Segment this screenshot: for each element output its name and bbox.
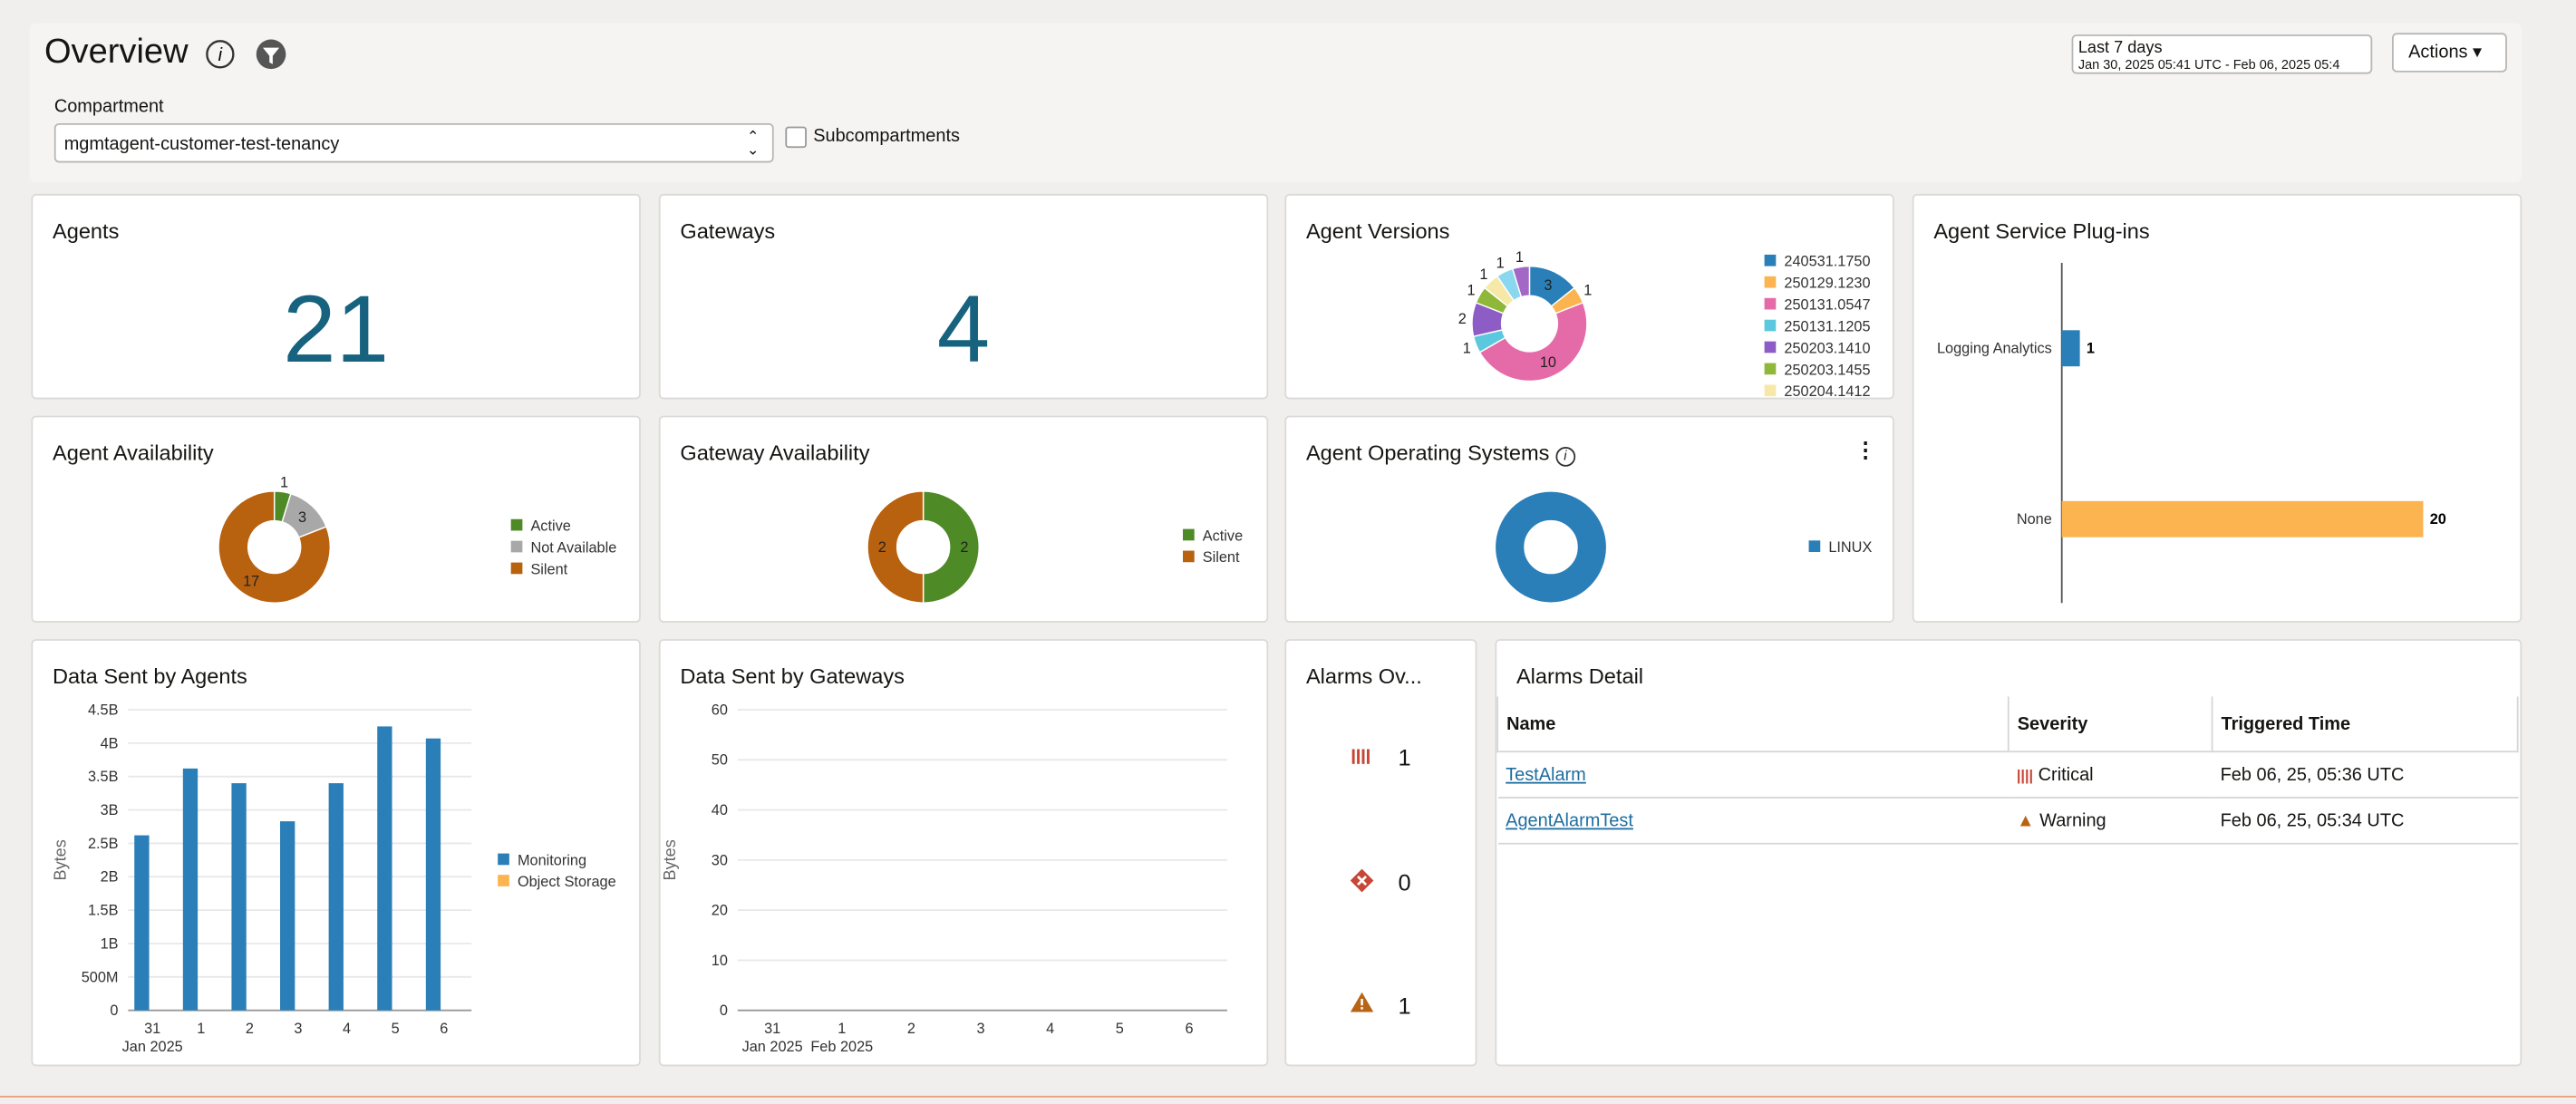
- card-title: Data Sent by Agents: [53, 663, 247, 688]
- header-row: NameSeverityTriggered Time: [1497, 697, 2518, 752]
- time-range-select[interactable]: Last 7 days Jan 30, 2025 05:41 UTC - Feb…: [2072, 34, 2373, 74]
- time-range: Last 7 days: [2078, 40, 2163, 58]
- critical-count: 1: [1398, 744, 1410, 770]
- header-icons[interactable]: i: [204, 38, 289, 74]
- compartment-value: mgmtagent-customer-test-tenancy: [64, 135, 340, 155]
- plugins-card: Agent Service Plug-ins: [1913, 194, 2522, 623]
- card-title: Agent Versions: [1306, 218, 1450, 243]
- agents-card: Agents 21: [31, 194, 640, 400]
- card-title: Agents: [53, 218, 119, 243]
- card-title: Gateway Availability: [680, 441, 869, 465]
- card-title: Gateways: [680, 218, 775, 243]
- gateways-card: Gateways 4: [659, 194, 1268, 400]
- card-title: Agent Availability: [53, 441, 214, 465]
- warning-count: 1: [1398, 993, 1410, 1019]
- gateways-count: 4: [661, 275, 1267, 384]
- time: Feb 06, 25, 05:36 UTC: [2213, 751, 2518, 798]
- gateway-availability-card: Gateway Availability: [659, 416, 1268, 623]
- time: Feb 06, 25, 05:34 UTC: [2213, 798, 2518, 844]
- card-title: Alarms Ov...: [1306, 663, 1422, 688]
- severity: Warning: [2039, 810, 2106, 830]
- actions-label: Actions: [2408, 43, 2467, 63]
- warning-icon: ▲: [2017, 810, 2035, 830]
- gateway-data-card: Data Sent by Gateways: [659, 639, 1268, 1066]
- os-title: Agent Operating Systems: [1306, 441, 1550, 465]
- alarms-overview-card: Alarms Ov... 1 0 1: [1284, 639, 1477, 1066]
- alarm-link[interactable]: AgentAlarmTest: [1506, 810, 1633, 830]
- menu-icon[interactable]: ⋮: [1855, 437, 1876, 463]
- alarms-table: NameSeverityTriggered Time TestAlarm ||||…: [1496, 697, 2518, 845]
- compartment-select[interactable]: mgmtagent-customer-test-tenancy ⌃⌄: [54, 123, 774, 163]
- alarm-link[interactable]: TestAlarm: [1506, 765, 1586, 785]
- os-card: Agent Operating Systems i ⋮: [1284, 416, 1893, 623]
- compartment-label: Compartment: [54, 97, 164, 117]
- info-icon[interactable]: i: [1555, 447, 1575, 467]
- agents-count: 21: [33, 275, 639, 384]
- versions-card: Agent Versions: [1284, 194, 1893, 400]
- card-title: Data Sent by Gateways: [680, 663, 905, 688]
- checkbox[interactable]: [785, 127, 807, 149]
- severity: Critical: [2039, 765, 2094, 785]
- bottom-rule: [0, 1096, 2576, 1098]
- actions-button[interactable]: Actions ▾: [2392, 33, 2507, 73]
- card-title: Agent Service Plug-ins: [1933, 218, 2149, 243]
- availability-card: Agent Availability: [31, 416, 640, 623]
- select-arrows: ⌃⌄: [747, 130, 760, 156]
- column-header: Name: [1497, 697, 2009, 752]
- error-count: 0: [1398, 869, 1410, 896]
- table-row: AgentAlarmTest ▲ Warning Feb 06, 25, 05:34…: [1497, 798, 2518, 844]
- alarms-detail-card: Alarms Detail NameSeverityTriggered Time…: [1495, 639, 2522, 1066]
- page-title: Overview: [44, 33, 189, 73]
- alarm-icons: [1349, 742, 1379, 1022]
- time-detail: Jan 30, 2025 05:41 UTC - Feb 06, 2025 05…: [2078, 57, 2351, 72]
- card-title: Alarms Detail: [1516, 663, 1643, 688]
- card-title: Agent Operating Systems i: [1306, 441, 1575, 467]
- table-row: TestAlarm |||| Critical Feb 06, 25, 05:36 …: [1497, 751, 2518, 798]
- subcompartments-label: Subcompartments: [813, 127, 960, 147]
- column-header: Severity: [2009, 697, 2213, 752]
- critical-icon: ||||: [2017, 767, 2033, 783]
- svg-text:i: i: [218, 45, 223, 65]
- agent-data-card: Data Sent by Agents: [31, 639, 640, 1066]
- column-header: Triggered Time: [2213, 697, 2518, 752]
